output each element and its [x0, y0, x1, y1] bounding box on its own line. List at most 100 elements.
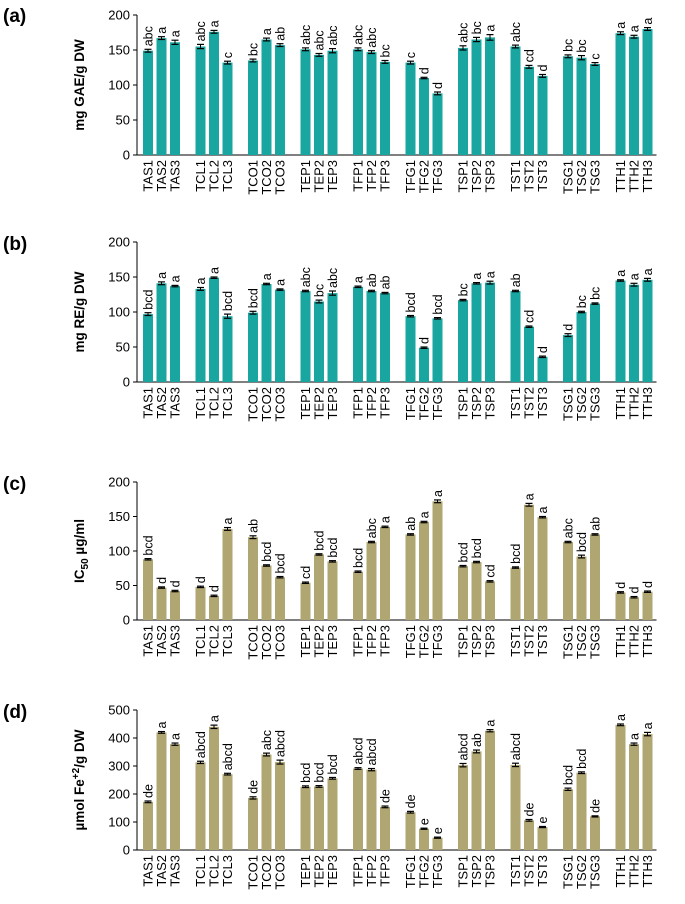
x-tick-label: TTH1 — [613, 387, 628, 420]
bar — [458, 765, 468, 850]
significance-letter: a — [169, 30, 183, 37]
significance-letter: bc — [313, 284, 327, 297]
x-tick-label: TSG2 — [574, 625, 589, 659]
significance-letter: bcd — [352, 548, 366, 568]
bar — [458, 47, 468, 155]
bar — [590, 64, 600, 155]
bar — [143, 314, 153, 382]
significance-letter: a — [208, 20, 222, 27]
chart-panel-2: (b)mg RE/g DW050100150200bcdTAS1aTAS2aTA… — [3, 234, 657, 422]
bar — [366, 291, 377, 382]
significance-letter: ab — [247, 519, 261, 533]
significance-letter: abc — [299, 267, 313, 287]
panel-label: (d) — [3, 702, 27, 723]
bar — [156, 587, 167, 620]
significance-letter: bcd — [260, 542, 274, 562]
significance-letter: d — [614, 582, 628, 589]
significance-letter: a — [431, 490, 445, 497]
x-tick-label: TFP1 — [351, 160, 366, 192]
bar — [563, 56, 573, 155]
bar — [524, 820, 534, 850]
x-tick-label: TAS2 — [154, 625, 169, 657]
y-tick-label: 300 — [108, 759, 130, 774]
x-tick-label: TFG1 — [403, 387, 418, 420]
significance-letter: c — [589, 53, 603, 59]
significance-letter: a — [536, 507, 550, 514]
bar — [432, 501, 443, 620]
bar — [576, 57, 587, 156]
x-tick-label: TTH3 — [640, 625, 655, 658]
x-tick-label: TFP2 — [364, 387, 379, 419]
bar — [471, 283, 482, 382]
significance-letter: e — [536, 816, 550, 823]
bar — [471, 562, 482, 620]
bar — [380, 526, 390, 620]
y-tick-label: 100 — [108, 78, 130, 93]
bar — [327, 293, 338, 382]
bar — [327, 561, 338, 620]
x-tick-label: TEP3 — [325, 855, 340, 888]
significance-letter: d — [536, 346, 550, 353]
x-tick-label: TFG3 — [430, 387, 445, 420]
significance-letter: bcd — [431, 294, 445, 314]
x-tick-label: TCL2 — [207, 160, 222, 192]
bar — [642, 734, 653, 850]
x-tick-label: TCL1 — [193, 387, 208, 419]
bar — [510, 764, 521, 850]
bar — [209, 595, 219, 620]
bar — [195, 288, 206, 382]
x-tick-label: TCO1 — [246, 160, 261, 195]
bar — [261, 754, 272, 850]
x-tick-label: TSG1 — [561, 855, 576, 889]
x-tick-label: TST1 — [508, 387, 523, 419]
significance-letter: de — [247, 780, 261, 794]
significance-letter: d — [562, 324, 576, 331]
bar — [261, 39, 272, 155]
x-tick-label: TST2 — [522, 855, 537, 887]
x-tick-label: TFG3 — [430, 855, 445, 888]
x-tick-label: TEP2 — [312, 855, 327, 888]
x-tick-label: TSG1 — [561, 387, 576, 421]
x-tick-label: TTH3 — [640, 387, 655, 420]
bar — [485, 37, 495, 155]
y-tick-label: 0 — [123, 613, 130, 628]
significance-letter: bcd — [142, 289, 156, 309]
bar — [642, 591, 653, 620]
y-tick-label: 0 — [123, 148, 130, 163]
bar — [248, 312, 258, 382]
significance-letter: de — [589, 799, 603, 813]
bar — [314, 786, 324, 850]
x-tick-label: TAS2 — [154, 387, 169, 419]
significance-letter: e — [418, 818, 432, 825]
bar — [615, 33, 626, 156]
x-tick-label: TTH1 — [613, 625, 628, 658]
y-tick-label: 50 — [116, 113, 130, 128]
significance-letter: a — [169, 275, 183, 282]
x-tick-label: TST3 — [535, 160, 550, 192]
bar — [471, 751, 482, 850]
x-tick-label: TEP1 — [298, 855, 313, 888]
panel-label: (b) — [3, 234, 27, 255]
x-tick-label: TCL2 — [207, 855, 222, 887]
bar — [261, 284, 272, 382]
x-tick-label: TST2 — [522, 160, 537, 192]
x-tick-label: TSG3 — [588, 387, 603, 421]
significance-letter: a — [352, 276, 366, 283]
bar — [405, 316, 416, 382]
y-tick-label: 200 — [108, 787, 130, 802]
significance-letter: a — [260, 28, 274, 35]
bar — [300, 49, 311, 155]
significance-letter: ab — [274, 27, 288, 41]
bar — [300, 582, 311, 620]
significance-letter: de — [379, 789, 393, 803]
y-tick-label: 0 — [123, 375, 130, 390]
y-tick-label: 200 — [108, 8, 130, 23]
y-tick-label: 100 — [108, 815, 130, 830]
bar — [314, 554, 324, 620]
significance-letter: bc — [379, 44, 393, 57]
y-tick-label: 100 — [108, 305, 130, 320]
significance-letter: abcd — [274, 730, 288, 757]
x-tick-label: TCL2 — [207, 387, 222, 419]
y-tick-label: 150 — [108, 270, 130, 285]
bar — [590, 816, 600, 850]
